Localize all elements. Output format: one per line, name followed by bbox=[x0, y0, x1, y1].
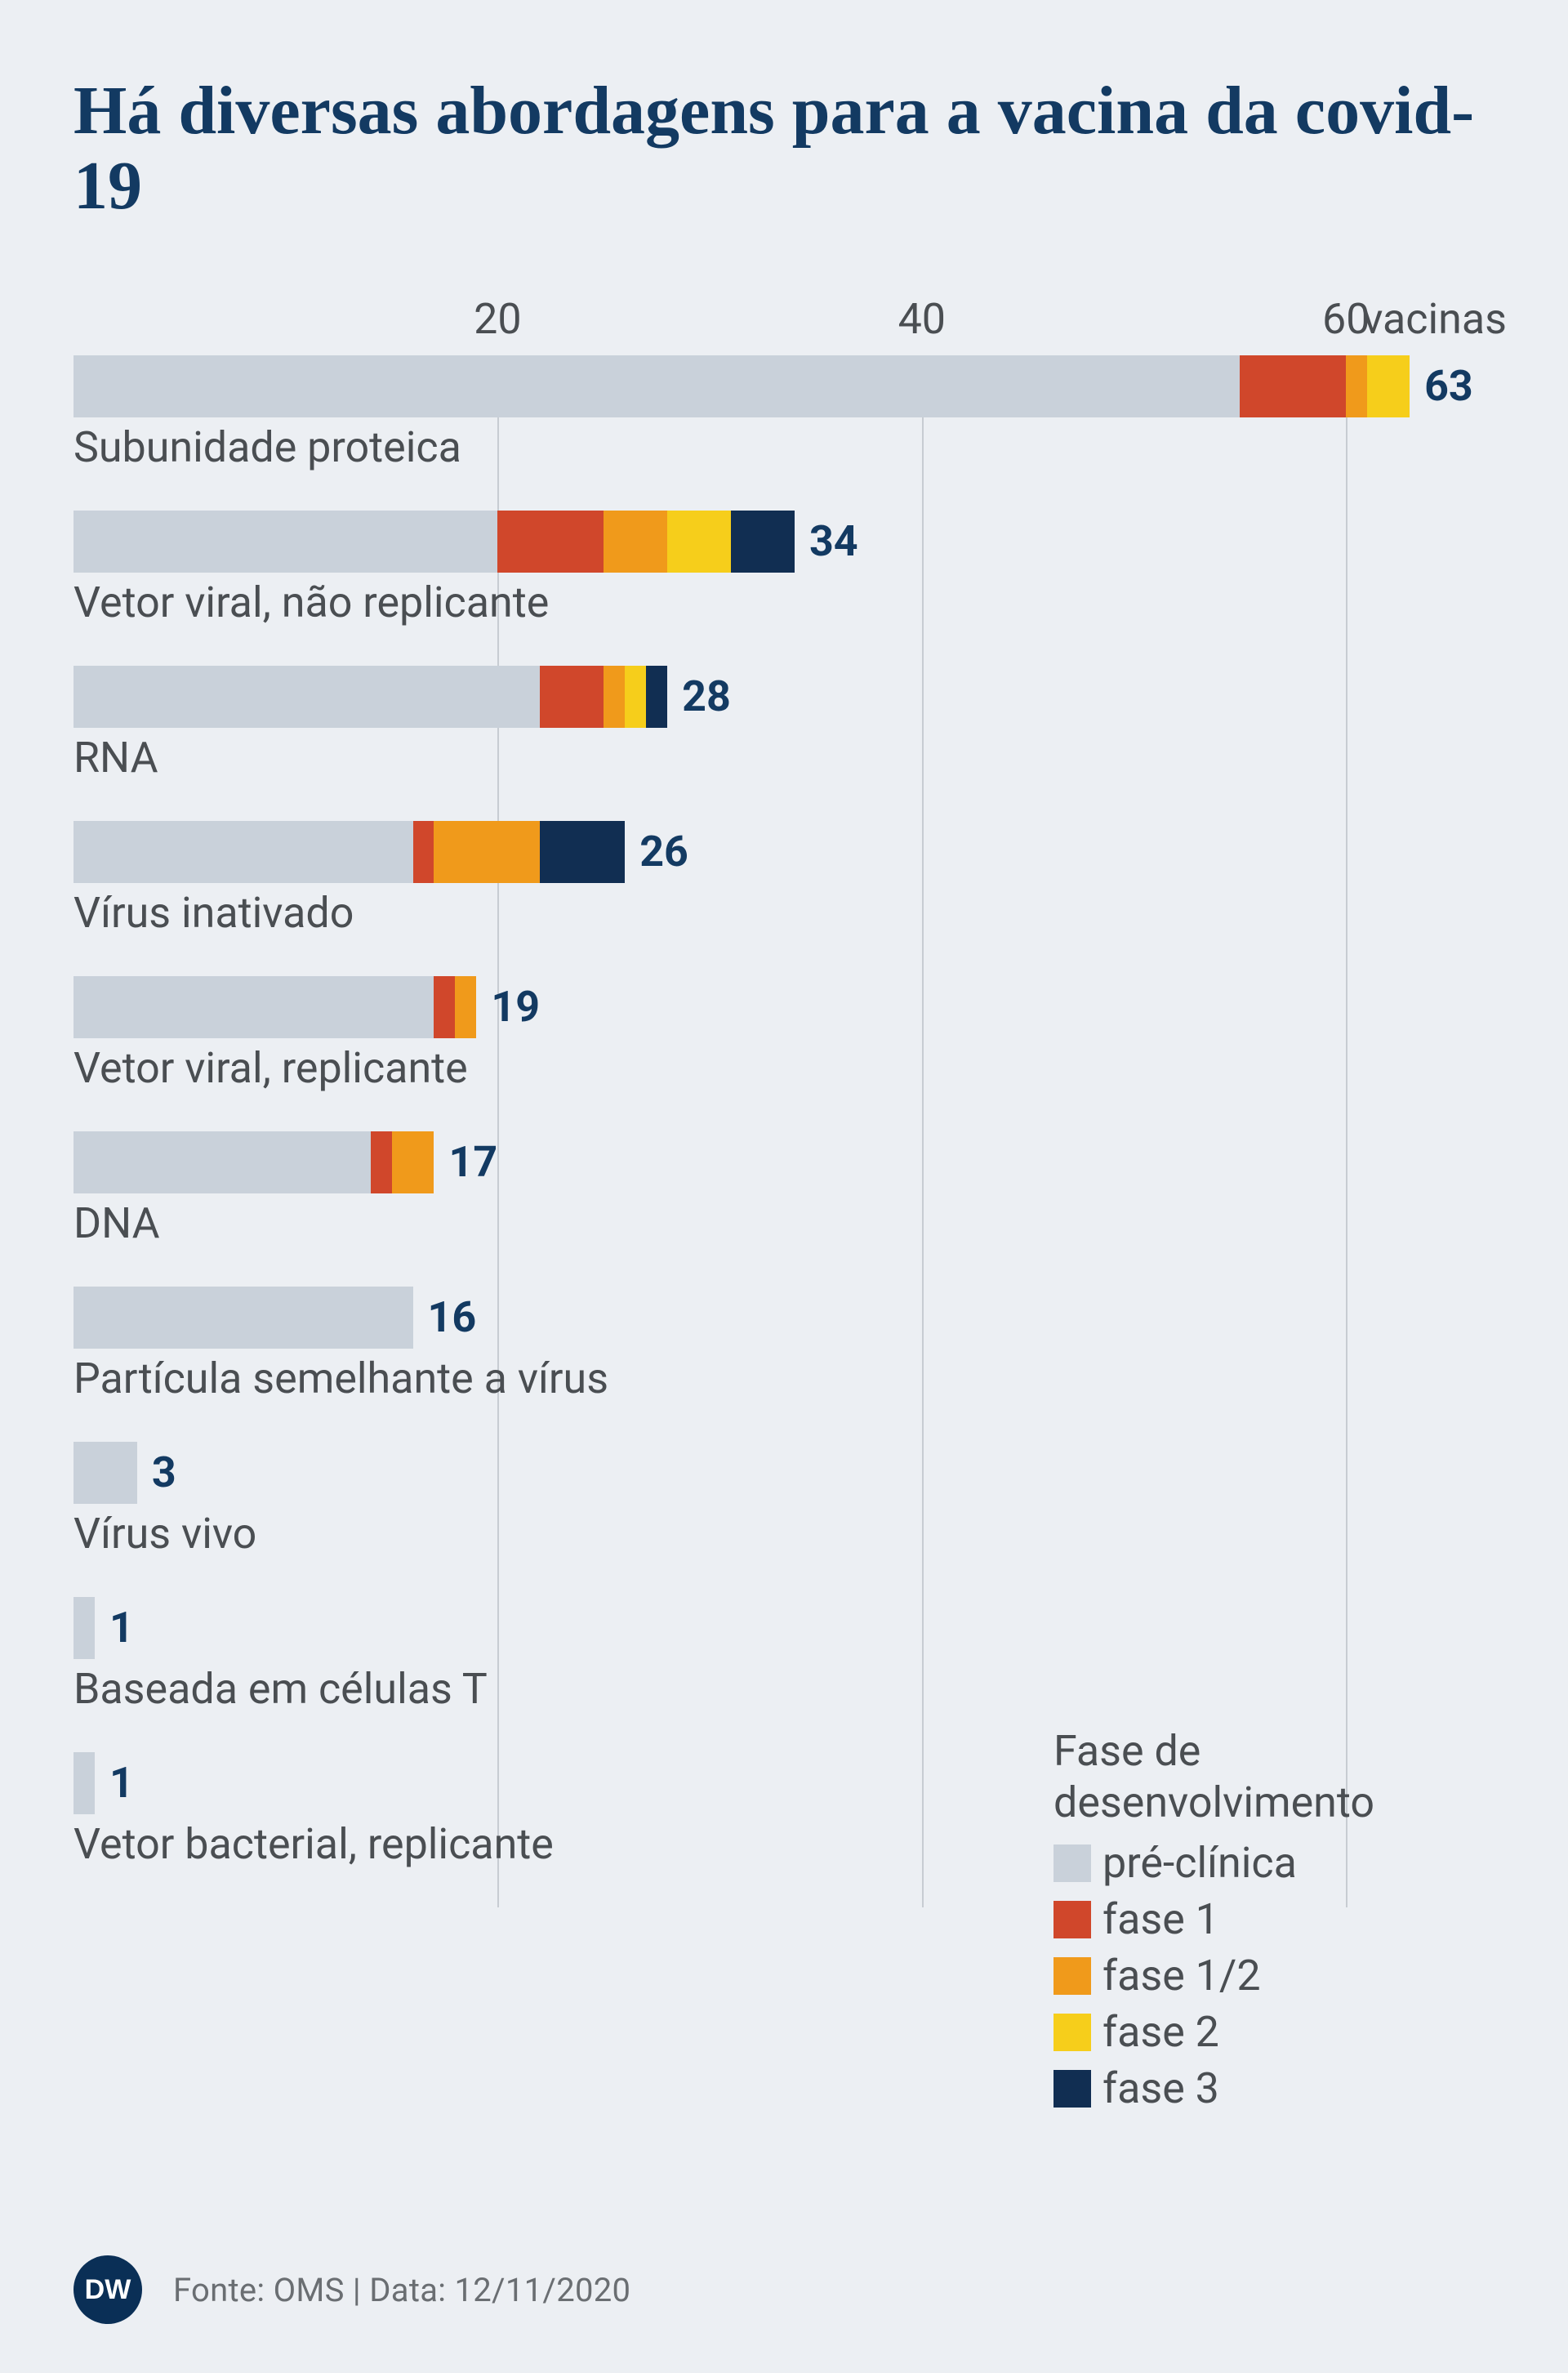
legend-label: fase 1 bbox=[1102, 1894, 1219, 1944]
bar-segment bbox=[1346, 355, 1367, 417]
legend-label: fase 1/2 bbox=[1102, 1951, 1261, 2001]
bar: 34 bbox=[74, 511, 1494, 573]
x-axis: 204060vacinas bbox=[74, 298, 1494, 355]
bar-segment bbox=[74, 1131, 371, 1193]
bar-segment bbox=[74, 1597, 95, 1659]
bar-row: 16 Partícula semelhante a vírus bbox=[74, 1287, 1494, 1442]
bar-row: 17 DNA bbox=[74, 1131, 1494, 1287]
bar-segment bbox=[455, 976, 476, 1038]
bar-row: 3 Vírus vivo bbox=[74, 1442, 1494, 1597]
bar: 19 bbox=[74, 976, 1494, 1038]
legend-item: pré-clínica bbox=[1054, 1838, 1364, 1888]
dw-logo: DW bbox=[74, 2255, 142, 2324]
legend-swatch bbox=[1054, 1957, 1091, 1995]
bar-segment bbox=[434, 821, 540, 883]
bar-segment bbox=[625, 666, 646, 728]
bar-total: 34 bbox=[809, 516, 858, 566]
bar-segment bbox=[392, 1131, 434, 1193]
bar-segment bbox=[497, 511, 604, 573]
bar-segment bbox=[74, 355, 1240, 417]
bar-segment bbox=[434, 976, 455, 1038]
bar-segment bbox=[1367, 355, 1410, 417]
category-label: Baseada em células T bbox=[74, 1664, 1494, 1714]
bar-total: 16 bbox=[428, 1292, 477, 1342]
chart-title: Há diversas abordagens para a vacina da … bbox=[74, 74, 1494, 225]
bar-segment bbox=[74, 1287, 413, 1349]
footer: DW Fonte: OMS | Data: 12/11/2020 bbox=[74, 2255, 1494, 2324]
bar-row: 19 Vetor viral, replicante bbox=[74, 976, 1494, 1131]
legend-item: fase 2 bbox=[1054, 2007, 1364, 2057]
bar-segment bbox=[646, 666, 667, 728]
legend-label: pré-clínica bbox=[1102, 1838, 1297, 1888]
bar: 17 bbox=[74, 1131, 1494, 1193]
legend-label: fase 3 bbox=[1102, 2063, 1219, 2113]
bar-total: 26 bbox=[639, 827, 688, 876]
bars-area: 63 Subunidade proteica 34 Vetor viral, não … bbox=[74, 355, 1494, 1907]
bar-row: 26 Vírus inativado bbox=[74, 821, 1494, 976]
footer-source: Fonte: OMS | Data: 12/11/2020 bbox=[173, 2271, 630, 2309]
bar: 26 bbox=[74, 821, 1494, 883]
legend-swatch bbox=[1054, 2014, 1091, 2051]
bar-segment bbox=[604, 511, 667, 573]
category-label: Partícula semelhante a vírus bbox=[74, 1354, 1494, 1403]
bar-segment bbox=[74, 666, 540, 728]
category-label: Vetor viral, não replicante bbox=[74, 578, 1494, 627]
legend-item: fase 1/2 bbox=[1054, 1951, 1364, 2001]
legend: Fase de desenvolvimento pré-clínica fase … bbox=[1054, 1726, 1364, 2120]
bar-segment bbox=[74, 821, 413, 883]
x-axis-unit: vacinas bbox=[1362, 294, 1507, 344]
bar-segment bbox=[371, 1131, 392, 1193]
legend-item: fase 1 bbox=[1054, 1894, 1364, 1944]
bar: 3 bbox=[74, 1442, 1494, 1504]
legend-item: fase 3 bbox=[1054, 2063, 1364, 2113]
category-label: Subunidade proteica bbox=[74, 422, 1494, 472]
bar-segment bbox=[74, 511, 497, 573]
bar: 63 bbox=[74, 355, 1494, 417]
bar-segment bbox=[74, 976, 434, 1038]
legend-label: fase 2 bbox=[1102, 2007, 1219, 2057]
x-tick-label: 20 bbox=[474, 294, 521, 344]
bar-segment bbox=[604, 666, 625, 728]
bar-row: 34 Vetor viral, não replicante bbox=[74, 511, 1494, 666]
bar: 28 bbox=[74, 666, 1494, 728]
category-label: Vírus vivo bbox=[74, 1509, 1494, 1559]
legend-swatch bbox=[1054, 2070, 1091, 2108]
bar-total: 1 bbox=[109, 1758, 134, 1808]
bar-total: 63 bbox=[1424, 361, 1473, 411]
bar-segment bbox=[540, 666, 604, 728]
legend-swatch bbox=[1054, 1901, 1091, 1938]
vaccine-chart: 204060vacinas 63 Subunidade proteica 34 Vet… bbox=[74, 298, 1494, 1907]
category-label: Vírus inativado bbox=[74, 888, 1494, 938]
x-tick-label: 40 bbox=[898, 294, 946, 344]
category-label: Vetor viral, replicante bbox=[74, 1043, 1494, 1093]
bar-segment bbox=[74, 1442, 137, 1504]
bar-row: 63 Subunidade proteica bbox=[74, 355, 1494, 511]
category-label: RNA bbox=[74, 733, 1494, 783]
legend-title: Fase de desenvolvimento bbox=[1054, 1726, 1364, 1828]
legend-swatch bbox=[1054, 1844, 1091, 1882]
bar-total: 19 bbox=[491, 982, 540, 1032]
bar-total: 3 bbox=[152, 1447, 176, 1497]
bar-segment bbox=[731, 511, 795, 573]
bar-total: 28 bbox=[682, 671, 731, 721]
bar-segment bbox=[667, 511, 731, 573]
bar-segment bbox=[1240, 355, 1346, 417]
bar-segment bbox=[74, 1752, 95, 1814]
bar-segment bbox=[540, 821, 625, 883]
bar-segment bbox=[413, 821, 434, 883]
bar-total: 17 bbox=[448, 1137, 497, 1187]
bar: 16 bbox=[74, 1287, 1494, 1349]
category-label: DNA bbox=[74, 1198, 1494, 1248]
bar-total: 1 bbox=[109, 1603, 134, 1653]
bar: 1 bbox=[74, 1597, 1494, 1659]
bar-row: 28 RNA bbox=[74, 666, 1494, 821]
